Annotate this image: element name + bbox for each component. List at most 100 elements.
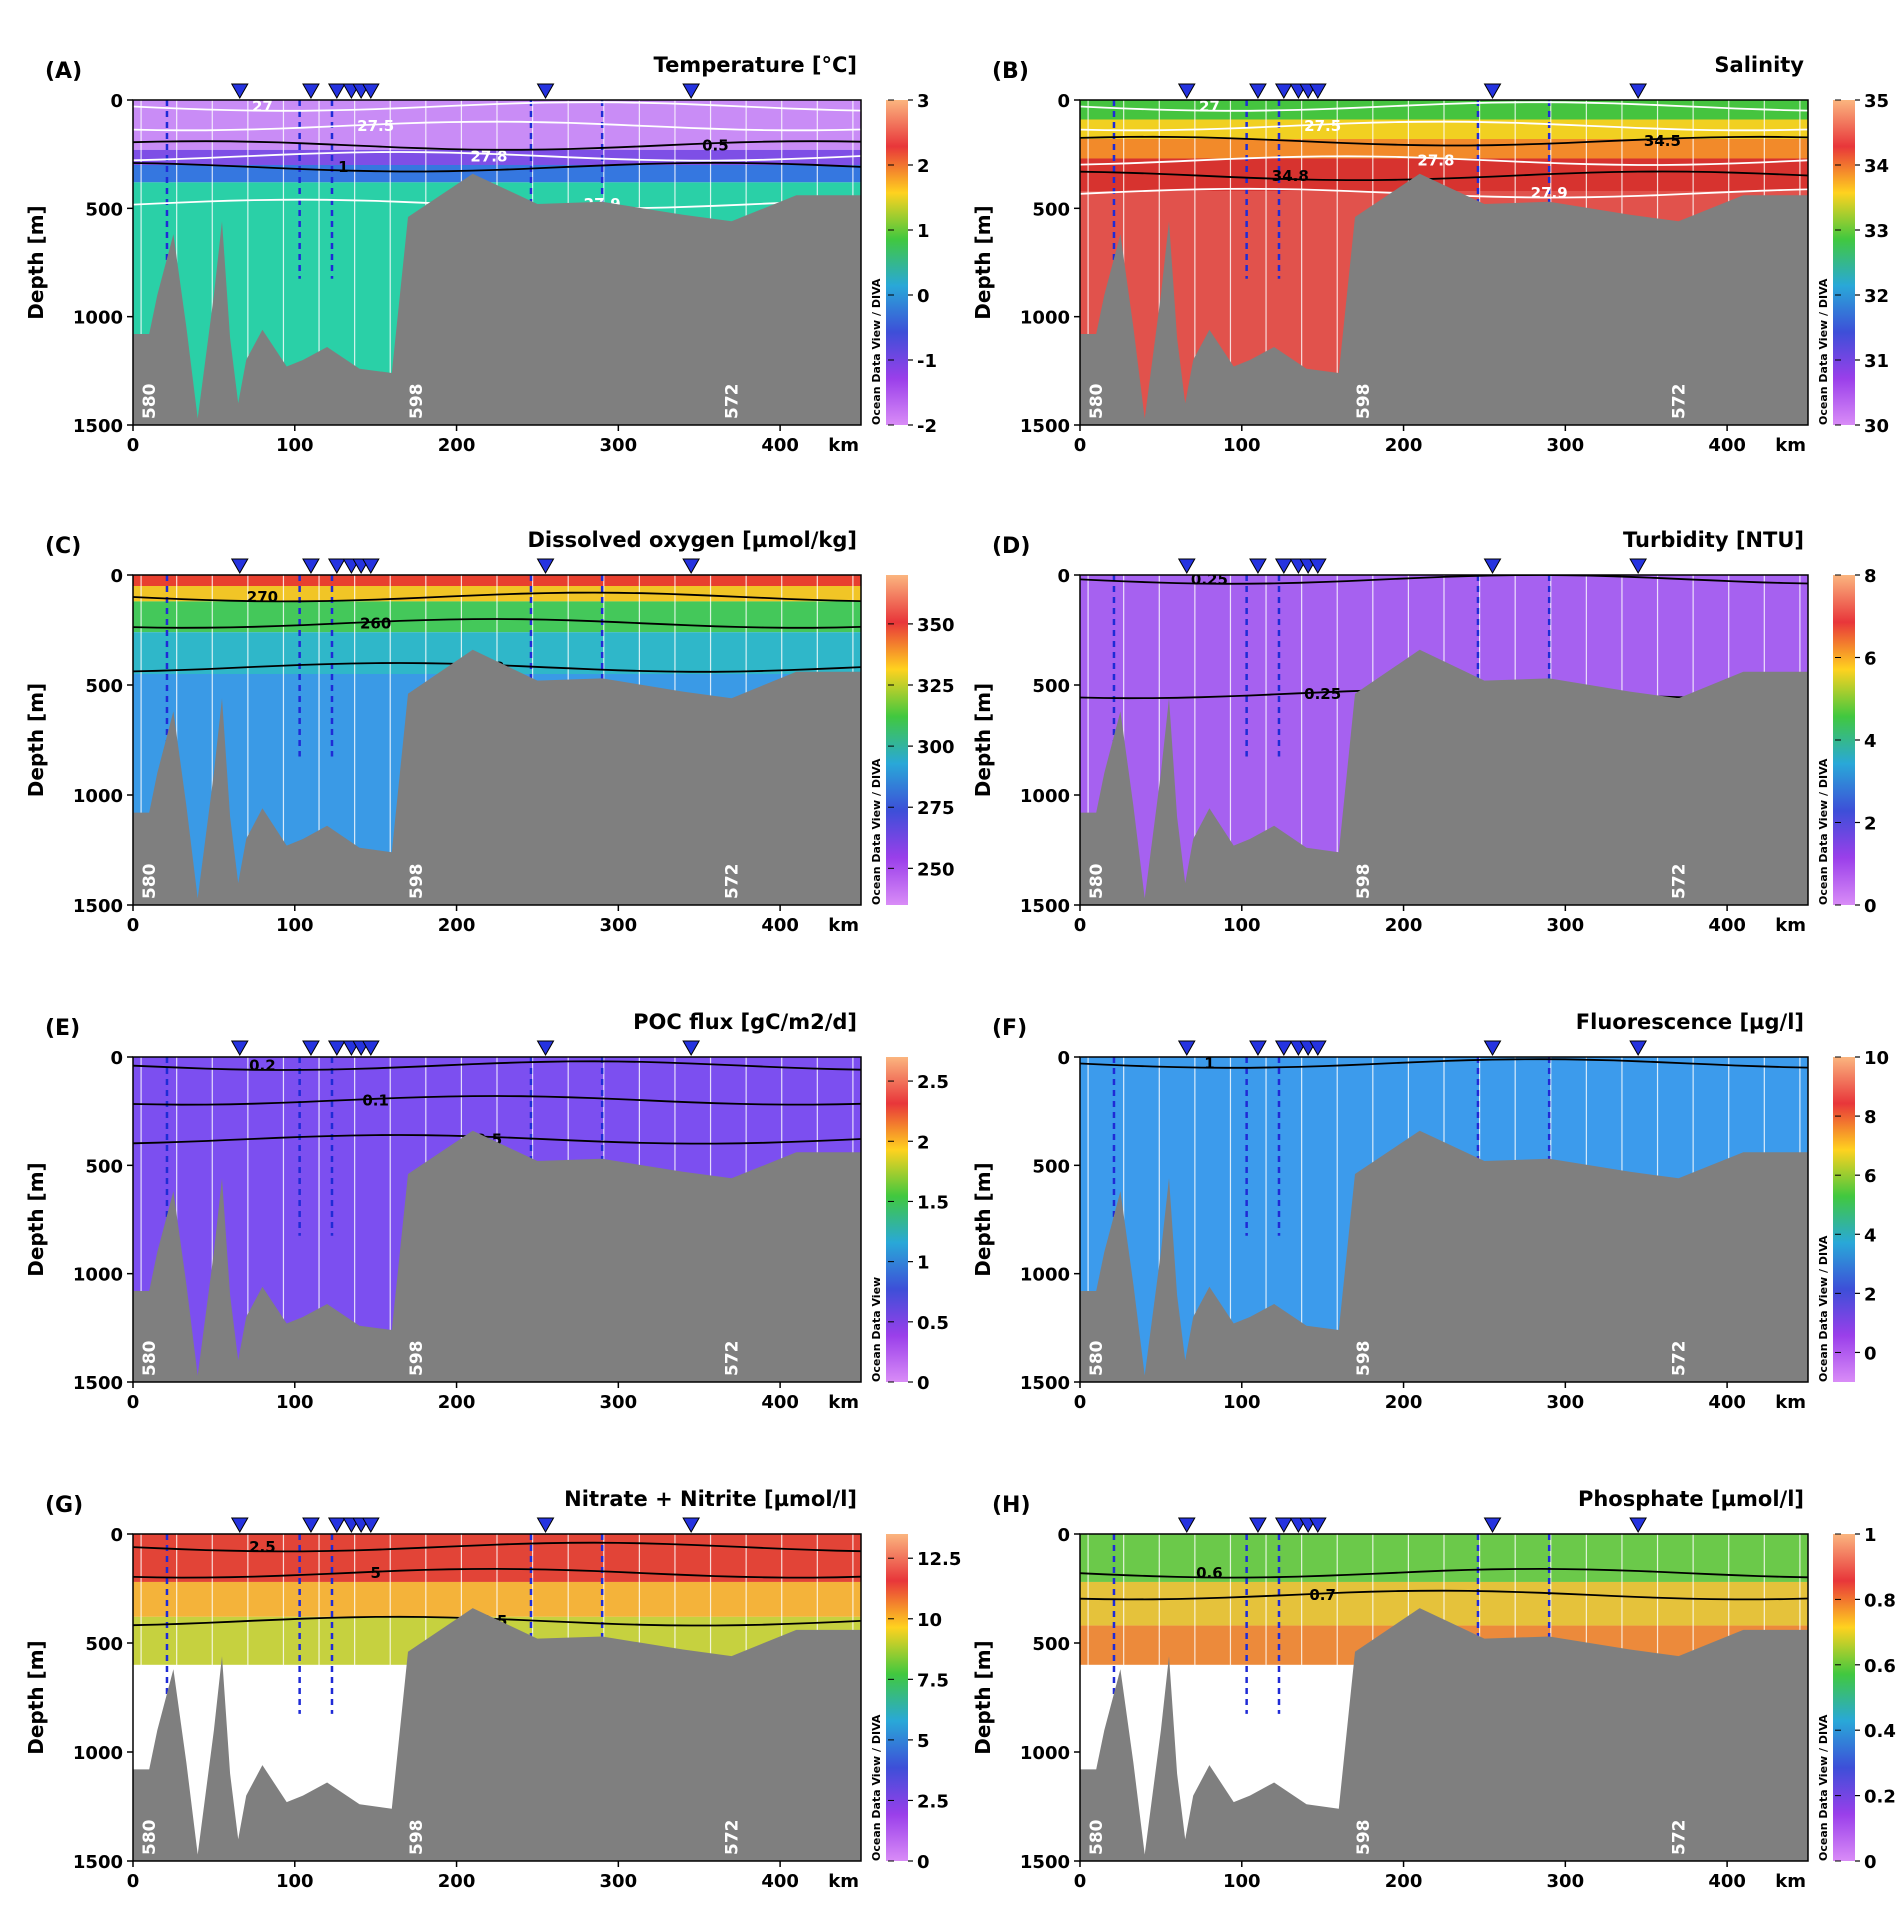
y-tick-label: 1500	[73, 416, 123, 437]
panel-letter: (G)	[45, 1493, 83, 1518]
plot-frame	[132, 1056, 862, 1383]
colorbar	[886, 100, 908, 425]
panel-g: 2.5 5 12.5 580 598 572 (G) Nitrate + Nitrite [µ…	[24, 1487, 961, 1892]
contour-line	[1080, 1589, 1808, 1601]
colorbar	[1833, 1534, 1855, 1861]
station-label: 572	[723, 1820, 743, 1856]
colorbar-side-label: Ocean Data View	[870, 1277, 883, 1382]
panel-e: 0.2 0.1 0.5 580 598 572 (E) POC flux [gC/m2/d] 0…	[24, 1010, 949, 1413]
station-marker	[1274, 1517, 1293, 1534]
colorbar-tick-label: 2	[1864, 1284, 1877, 1305]
station-marker	[536, 1517, 555, 1534]
x-tick-label: 300	[600, 1392, 638, 1413]
x-tick-label: 100	[1223, 1392, 1261, 1413]
y-tick-label: 0	[110, 91, 123, 112]
station-label: 580	[140, 383, 160, 419]
contour-line	[1080, 101, 1808, 112]
colorbar-side-label: Ocean Data View / DIVA	[1817, 758, 1830, 905]
station-marker	[1483, 1040, 1502, 1057]
colorbar-tick-label: 2	[1864, 814, 1877, 835]
x-tick-label: 200	[438, 435, 476, 456]
bathymetry	[1080, 173, 1808, 425]
contour-line	[1080, 170, 1808, 181]
contour-label: 34.8	[1272, 167, 1309, 185]
x-tick-label: 300	[1547, 435, 1585, 456]
x-tick-label: 300	[600, 1871, 638, 1892]
y-axis-label: Depth [m]	[971, 1162, 995, 1276]
bathymetry	[133, 649, 861, 905]
x-axis-unit: km	[1775, 1871, 1806, 1892]
plot-area: 0.20.10.5	[133, 1057, 861, 1382]
x-axis-unit: km	[828, 435, 859, 456]
panel-letter: (D)	[992, 534, 1030, 559]
station-marker	[1629, 1517, 1647, 1534]
station-marker	[361, 558, 380, 575]
station-label: 580	[140, 1340, 160, 1376]
panel-title: POC flux [gC/m2/d]	[633, 1010, 857, 1034]
station-marker	[302, 83, 320, 100]
x-tick-label: 200	[1385, 1871, 1423, 1892]
contour-line	[133, 140, 861, 151]
station-marker	[1177, 1517, 1196, 1534]
station-marker	[1629, 83, 1647, 100]
x-tick-label: 200	[438, 1871, 476, 1892]
colorbar-tick-label: 8	[1864, 566, 1877, 587]
y-tick-label: 500	[85, 1156, 123, 1177]
x-tick-label: 0	[127, 1392, 140, 1413]
colorbar-tick-label: -2	[917, 416, 937, 437]
y-tick-label: 0	[1057, 1048, 1070, 1069]
station-label: 572	[1670, 1341, 1690, 1377]
station-marker	[1249, 558, 1267, 575]
y-tick-label: 500	[85, 1634, 123, 1655]
station-label: 580	[140, 1819, 160, 1855]
station-marker	[536, 558, 555, 575]
panel-letter: (E)	[45, 1016, 80, 1041]
colorbar-tick-label: 0.5	[917, 1313, 949, 1334]
station-marker	[1308, 1040, 1327, 1057]
station-marker	[1274, 83, 1293, 100]
colorbar-tick-label: 1	[917, 221, 930, 242]
y-tick-label: 1000	[1020, 1265, 1070, 1286]
x-tick-label: 100	[1223, 435, 1261, 456]
contour-line	[1080, 155, 1808, 166]
station-marker	[1249, 83, 1267, 100]
y-axis-label: Depth [m]	[24, 1162, 48, 1276]
contour-label: 27.8	[1417, 152, 1454, 170]
station-marker	[1177, 83, 1196, 100]
y-tick-label: 1500	[1020, 416, 1070, 437]
colorbar-side-label: Ocean Data View / DIVA	[1817, 1714, 1830, 1861]
plot-frame	[1079, 99, 1809, 426]
contour-line	[1080, 1567, 1808, 1579]
station-marker	[1483, 83, 1502, 100]
y-axis-label: Depth [m]	[971, 683, 995, 797]
contour-line	[133, 1095, 861, 1106]
colorbar-tick-label: 250	[917, 859, 955, 880]
station-marker	[302, 1517, 320, 1534]
station-label: 572	[723, 384, 743, 420]
panel-c: 270 260 250 580 598 572 (C) Dissolved oxygen [µ…	[24, 528, 955, 936]
x-tick-label: 300	[1547, 915, 1585, 936]
y-tick-label: 1500	[1020, 1852, 1070, 1873]
x-axis-unit: km	[1775, 1392, 1806, 1413]
x-tick-label: 0	[127, 1871, 140, 1892]
station-marker	[682, 558, 700, 575]
station-label: 598	[407, 1341, 427, 1377]
station-marker	[1629, 558, 1647, 575]
colorbar-tick-label: 5	[917, 1731, 930, 1752]
colorbar-tick-label: 35	[1864, 91, 1889, 112]
y-tick-label: 0	[110, 1525, 123, 1546]
y-axis-label: Depth [m]	[971, 205, 995, 319]
colorbar-side-label: Ocean Data View / DIVA	[870, 1714, 883, 1861]
x-axis-unit: km	[1775, 915, 1806, 936]
station-marker	[302, 558, 320, 575]
station-label: 580	[1087, 1819, 1107, 1855]
station-marker	[361, 1040, 380, 1057]
station-marker	[1177, 1040, 1196, 1057]
colorbar-tick-label: 34	[1864, 156, 1889, 177]
colorbar-tick-label: 0.6	[1864, 1656, 1896, 1677]
contour-label: 0.5	[702, 137, 729, 155]
station-label: 598	[1354, 1820, 1374, 1856]
contour-label: 34.5	[1644, 132, 1681, 150]
station-marker	[1308, 83, 1327, 100]
contour-line	[1080, 135, 1808, 147]
